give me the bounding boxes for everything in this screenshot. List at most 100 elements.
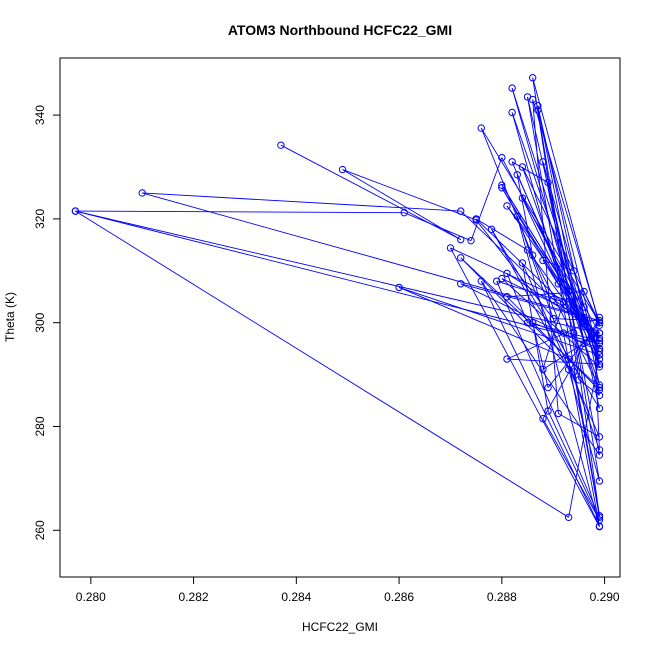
series-segment (460, 257, 575, 373)
series-segment (532, 322, 549, 388)
data-point (400, 208, 408, 217)
series-segment (537, 109, 600, 482)
series-segment (573, 371, 600, 518)
data-point (570, 368, 578, 376)
series-segment (75, 210, 569, 518)
data-point (580, 313, 588, 322)
series-segment (342, 169, 477, 221)
data-point (523, 318, 532, 327)
data-point (503, 202, 511, 210)
data-point (503, 269, 511, 278)
series-segment (542, 301, 564, 370)
data-point (508, 84, 516, 92)
data-point (534, 102, 542, 110)
series-segment (398, 286, 600, 356)
series-segment (516, 216, 600, 527)
data-point (467, 236, 475, 245)
data-point (580, 339, 588, 348)
data-point (446, 244, 455, 252)
series-segment (521, 197, 600, 334)
series-segment (532, 99, 559, 414)
data-point (595, 344, 604, 353)
y-axis: 260 280 300 320 340 (33, 105, 61, 540)
x-tick-label: 0.290 (590, 590, 620, 604)
series-segment (542, 418, 600, 521)
series-segment (521, 262, 600, 438)
series-segment (558, 413, 600, 438)
y-tick-label: 280 (33, 416, 47, 436)
data-point (595, 355, 604, 363)
series-segment (475, 218, 528, 251)
series-segment (573, 333, 600, 516)
series-markers (71, 74, 604, 531)
series-segment (506, 358, 600, 365)
series-segment (506, 273, 600, 334)
data-point (564, 355, 573, 363)
data-point (595, 339, 604, 348)
series-segment (516, 174, 534, 256)
data-point (513, 212, 521, 220)
data-point (528, 74, 537, 82)
series-segment (501, 187, 559, 284)
series-segment (521, 166, 600, 323)
series-segment (491, 229, 570, 370)
data-point (595, 321, 604, 329)
series-segment (542, 259, 574, 272)
data-point (580, 287, 588, 296)
data-point (138, 189, 146, 197)
data-point (492, 277, 501, 285)
data-point (539, 158, 547, 166)
series-segment (475, 218, 600, 339)
data-point (570, 267, 578, 275)
data-point (595, 433, 604, 441)
x-tick-label: 0.286 (384, 590, 414, 604)
data-point (595, 313, 604, 322)
data-point (595, 316, 604, 325)
data-point (457, 280, 465, 288)
y-tick-label: 260 (33, 520, 47, 540)
series-segment (75, 210, 405, 214)
data-point (457, 207, 465, 215)
series-segment (404, 212, 472, 242)
series-segment (547, 410, 600, 521)
data-point (71, 207, 80, 215)
data-point (559, 329, 568, 337)
series-segment (470, 157, 503, 241)
series-segment (75, 210, 600, 334)
data-point (498, 153, 506, 162)
chart-title: ATOM3 Northbound HCFC22_GMI (228, 22, 452, 38)
data-point (595, 383, 604, 392)
data-point (595, 360, 604, 368)
series-segment (521, 262, 549, 411)
data-point (595, 386, 604, 394)
data-point (544, 383, 552, 392)
series-segment (496, 280, 600, 518)
series-segment (501, 278, 585, 318)
data-point (590, 329, 599, 337)
data-point (575, 376, 583, 384)
data-point (518, 194, 527, 202)
series-segment (568, 354, 600, 518)
data-point (518, 163, 527, 171)
data-point (539, 256, 547, 265)
data-point (595, 404, 604, 413)
y-tick-label: 340 (33, 105, 47, 125)
x-axis-label: HCFC22_GMI (302, 620, 378, 634)
series-segment (568, 291, 600, 349)
data-point (595, 381, 604, 389)
data-point (595, 391, 604, 400)
data-point (277, 141, 285, 149)
data-point (508, 108, 516, 117)
data-point (549, 295, 557, 304)
data-point (528, 95, 537, 104)
data-point (544, 178, 552, 187)
data-point (595, 329, 604, 337)
series-segment (450, 247, 600, 527)
series-segment (506, 273, 528, 323)
data-point (472, 215, 480, 223)
data-point (595, 477, 604, 485)
data-point (595, 334, 604, 342)
series-segment (142, 192, 461, 212)
data-point (595, 516, 604, 524)
